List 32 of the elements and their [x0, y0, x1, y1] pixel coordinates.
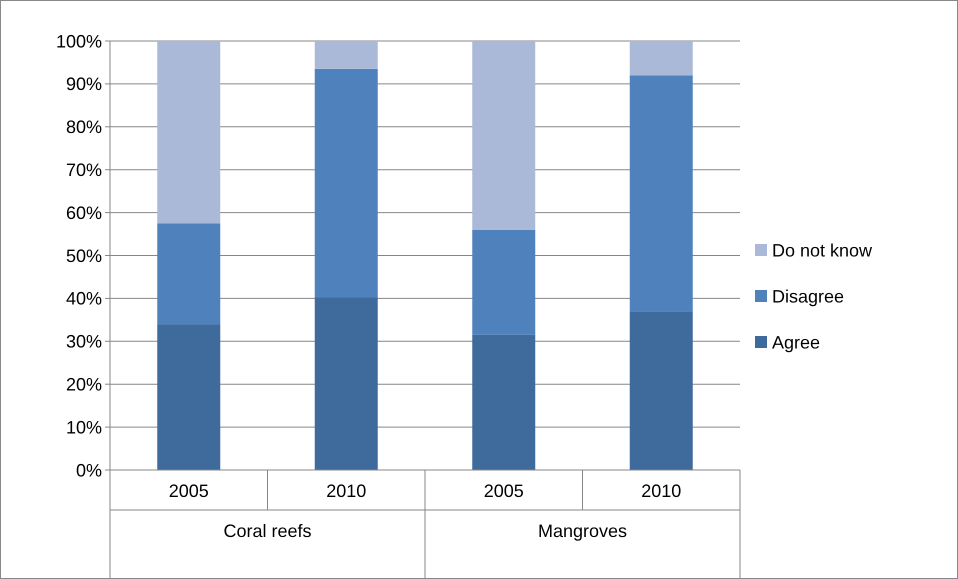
y-tick-label: 90% — [66, 74, 102, 94]
bar — [472, 334, 536, 470]
y-tick-label: 10% — [66, 417, 102, 438]
y-tick-label: 20% — [66, 374, 102, 394]
x-tick-label: 2005 — [168, 481, 209, 501]
x-tick-label: 2010 — [326, 481, 366, 501]
y-tick-label: 50% — [66, 246, 102, 266]
legend-label: Disagree — [772, 286, 844, 306]
y-tick-label: 60% — [66, 202, 102, 223]
x-tick-label: 2005 — [484, 481, 524, 501]
y-tick-label: 30% — [66, 332, 102, 352]
bar — [157, 223, 220, 324]
bar — [314, 297, 378, 470]
bar — [472, 41, 536, 230]
text: Coral reefs — [223, 521, 312, 541]
y-tick-label: 80% — [66, 117, 102, 138]
bar — [314, 68, 378, 298]
bar — [630, 311, 693, 470]
y-tick-label: 40% — [66, 288, 102, 309]
text: Mangroves — [538, 521, 628, 541]
bar — [314, 41, 378, 69]
bar — [630, 41, 693, 76]
bar — [630, 75, 693, 312]
legend-label: Do not know — [772, 240, 874, 260]
bar — [472, 230, 536, 335]
y-tick-label: 0% — [76, 460, 102, 480]
x-tick-label: 2010 — [641, 481, 682, 501]
legend-label: Agree — [772, 332, 820, 352]
y-tick-label: 70% — [66, 160, 102, 180]
y-tick-label: 100% — [56, 31, 102, 52]
bar — [157, 324, 220, 470]
bar — [157, 41, 220, 224]
